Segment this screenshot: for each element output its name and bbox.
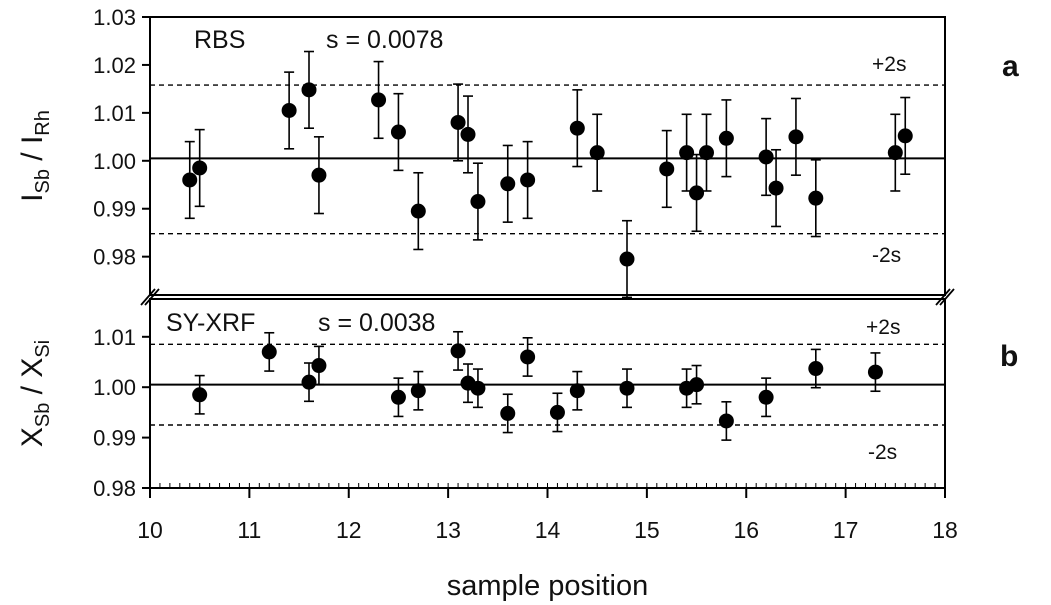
y-axis-label-part-a: / I: [16, 136, 49, 169]
data-point-a: [301, 82, 317, 98]
data-point-a: [450, 114, 466, 130]
plot-frame-b: [149, 298, 946, 489]
data-point-b: [500, 405, 516, 421]
panel-a-annotation: RBS: [194, 26, 245, 54]
y-tick-label-b: 1.00: [93, 375, 136, 400]
x-tick-label: 15: [634, 517, 660, 543]
y-tick-label-a: 0.99: [93, 197, 136, 222]
x-tick-label: 11: [237, 517, 261, 543]
y-axis-label-b: XSb / XSi: [16, 340, 54, 447]
data-point-b: [549, 404, 565, 420]
panel-b-lower-label: -2s: [868, 441, 897, 464]
data-point-a: [460, 126, 476, 142]
data-point-b: [520, 349, 536, 365]
panel-b-annotation: SY-XRF: [166, 309, 255, 337]
y-tick-label-a: 1.00: [93, 149, 136, 174]
panel-b-stat-label: s = 0.0038: [318, 309, 435, 337]
panel-a-letter: a: [1002, 50, 1019, 83]
y-axis-label-part-b: Si: [32, 340, 54, 358]
data-point-a: [788, 129, 804, 145]
data-point-b: [569, 383, 585, 399]
data-point-a: [758, 149, 774, 165]
x-tick-label: 16: [733, 517, 759, 543]
y-tick-label-b: 0.98: [93, 476, 136, 501]
data-point-a: [659, 161, 675, 177]
y-tick-label-b: 0.99: [93, 426, 136, 451]
data-point-a: [390, 124, 406, 140]
panel-a-lower-label: -2s: [872, 244, 901, 267]
data-point-b: [192, 387, 208, 403]
data-point-a: [887, 145, 903, 161]
data-point-a: [410, 203, 426, 219]
data-point-a: [371, 92, 387, 108]
data-point-b: [689, 377, 705, 393]
data-point-a: [182, 172, 198, 188]
panel-a-stat-label: s = 0.0078: [326, 26, 443, 54]
data-point-a: [679, 145, 695, 161]
y-axis-label-part-b: / X: [16, 358, 49, 403]
data-point-b: [390, 389, 406, 405]
y-axis-label-part-a: Rh: [32, 110, 54, 136]
data-point-b: [619, 380, 635, 396]
panel-b-upper-label: +2s: [866, 316, 900, 339]
data-point-a: [768, 180, 784, 196]
data-point-b: [718, 413, 734, 429]
panel-b: 0.98 0.99 1.00 1.01 XSb / XSi SY-XRF s = 0.003…: [16, 298, 1018, 501]
y-tick-label-b: 1.01: [93, 325, 136, 350]
x-tick-label: 17: [833, 517, 859, 543]
data-point-b: [758, 389, 774, 405]
x-tick-label: 12: [336, 517, 362, 543]
y-axis-label-part-b: X: [16, 427, 49, 447]
y-axis-label-part-a: I: [16, 194, 49, 202]
y-tick-label-a: 1.01: [93, 101, 136, 126]
x-tick-label: 10: [137, 517, 163, 543]
y-axis-label-a: ISb / IRh: [16, 110, 54, 202]
data-point-b: [261, 344, 277, 360]
data-point-a: [589, 145, 605, 161]
axis-break-slash: [144, 288, 160, 306]
data-point-b: [470, 380, 486, 396]
data-point-b: [311, 358, 327, 374]
data-point-a: [192, 160, 208, 176]
data-point-a: [281, 102, 297, 118]
panel-a: 0.98 0.99 1.00 1.01 1.02 1.03 ISb / IRh RBS s = …: [16, 5, 1019, 299]
panel-a-upper-label: +2s: [872, 53, 906, 76]
x-tick-label: 18: [932, 517, 958, 543]
data-point-a: [718, 130, 734, 146]
data-point-a: [569, 120, 585, 136]
data-point-a: [897, 128, 913, 144]
data-point-b: [867, 364, 883, 380]
panel-b-letter: b: [1000, 340, 1018, 373]
axis-break-marks: [140, 288, 955, 306]
y-tick-label-a: 1.02: [93, 53, 136, 78]
axis-break-slash: [140, 288, 156, 306]
y-axis-label-part-a: Sb: [32, 169, 54, 193]
y-tick-label-a: 0.98: [93, 245, 136, 270]
data-point-a: [470, 194, 486, 210]
axis-break-slash: [939, 288, 955, 306]
data-point-b: [450, 343, 466, 359]
plot-frame-a: [149, 16, 946, 296]
x-tick-label: 14: [535, 517, 561, 543]
data-point-b: [808, 361, 824, 377]
data-point-b: [410, 383, 426, 399]
data-point-a: [699, 145, 714, 161]
data-point-b: [301, 374, 317, 390]
x-tick-label: 13: [435, 517, 461, 543]
x-axis: 10 11 12 13 14 15 16 17 18 sample position: [137, 483, 958, 602]
y-axis-label-part-b: Sb: [32, 403, 54, 427]
data-point-a: [500, 176, 516, 192]
x-axis-title: sample position: [447, 570, 649, 602]
data-point-a: [311, 167, 327, 183]
data-point-a: [808, 190, 824, 206]
axis-break-slash: [935, 288, 951, 306]
data-point-a: [619, 251, 635, 267]
y-tick-label-a: 1.03: [93, 5, 136, 30]
data-point-a: [520, 172, 536, 188]
data-point-a: [689, 185, 705, 201]
